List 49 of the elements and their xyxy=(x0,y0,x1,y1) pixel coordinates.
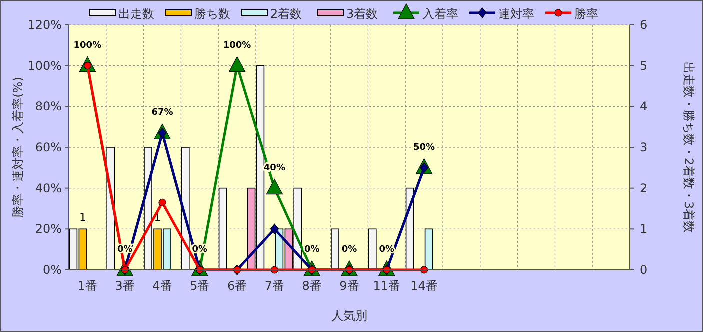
x-tick-label: 14番 xyxy=(410,279,438,293)
bar xyxy=(218,188,228,270)
y2-tick-label: 1 xyxy=(640,222,648,236)
y2-tick-label: 3 xyxy=(640,140,648,154)
data-label: 67% xyxy=(152,108,174,118)
x-tick-label: 4番 xyxy=(152,279,172,293)
legend-label: 勝率 xyxy=(574,7,598,21)
y-tick-label: 40% xyxy=(35,181,62,196)
x-tick-label: 3番 xyxy=(115,279,135,293)
x-tick-label: 8番 xyxy=(302,279,322,293)
y-tick-label: 80% xyxy=(35,100,62,114)
legend-label: 2着数 xyxy=(270,7,302,21)
data-label: 100% xyxy=(74,40,102,51)
y2-tick-label: 6 xyxy=(640,18,648,32)
x-tick-label: 11番 xyxy=(373,279,401,293)
x-axis-title: 人気別 xyxy=(332,309,368,323)
legend-label: 入着率 xyxy=(422,7,458,21)
data-label: 1 xyxy=(79,211,86,224)
x-tick-label: 1番 xyxy=(78,279,98,293)
y2-tick-label: 5 xyxy=(640,58,648,73)
legend-label: 勝ち数 xyxy=(194,7,230,21)
point xyxy=(266,179,283,195)
data-label: 0% xyxy=(304,245,320,255)
point xyxy=(158,198,166,206)
bar xyxy=(331,228,340,270)
data-label: 0% xyxy=(342,245,358,255)
x-tick-label: 7番 xyxy=(264,279,285,293)
data-label: 100% xyxy=(223,40,252,51)
bar xyxy=(368,228,377,270)
point xyxy=(270,224,279,234)
y-tick-label: 100% xyxy=(28,58,62,73)
legend-label: 連対率 xyxy=(498,7,534,21)
y-axis-title: 勝率・連対率・入着率(%) xyxy=(11,77,25,218)
x-tick-label: 6番 xyxy=(227,279,248,293)
y2-tick-label: 2 xyxy=(640,181,648,196)
y2-tick-label: 0 xyxy=(640,263,648,277)
y-tick-label: 120% xyxy=(28,18,62,32)
legend-label: 3着数 xyxy=(346,7,378,21)
y-tick-label: 60% xyxy=(35,140,62,154)
y-tick-label: 0% xyxy=(42,263,62,277)
y-tick-label: 20% xyxy=(35,222,62,236)
y2-tick-label: 4 xyxy=(640,100,648,114)
x-tick-label: 5番 xyxy=(190,279,210,293)
x-tick-label: 9番 xyxy=(340,279,360,293)
bar xyxy=(424,228,434,270)
point xyxy=(229,56,246,72)
y2-axis-title: 出走数・勝ち数・2着数・3着数 xyxy=(682,62,696,234)
legend-label: 出走数 xyxy=(118,7,154,21)
data-label: 50% xyxy=(414,142,436,153)
